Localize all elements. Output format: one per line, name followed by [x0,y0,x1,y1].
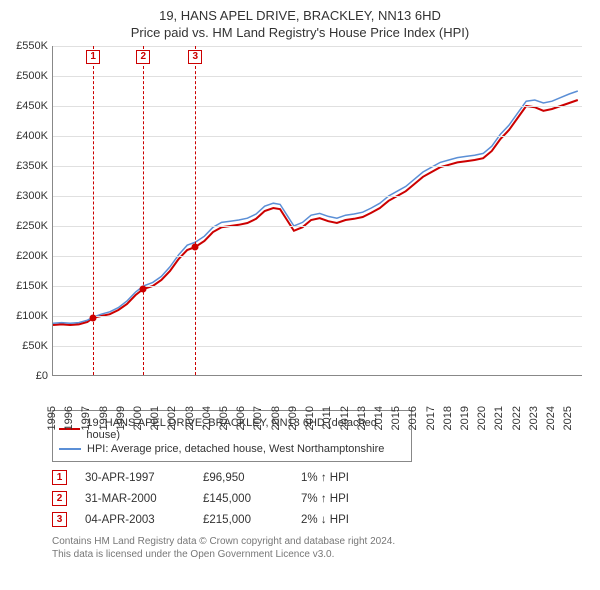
x-tick-label: 2025 [562,406,574,430]
gridline-h [53,106,582,107]
x-tick-label: 2017 [425,406,437,430]
chart: £0 £50K £100K £150K £200K £250K £300K £350K £400… [10,46,590,406]
x-tick-label: 1997 [80,406,92,430]
legend-row: HPI: Average price, detached house, West… [59,443,405,455]
sale-row: 3 04-APR-2003 £215,000 2% ↓ HPI [52,512,590,527]
series-price_paid [53,100,578,325]
x-tick-label: 2006 [235,406,247,430]
sale-price: £145,000 [203,493,283,505]
x-tick-label: 1999 [115,406,127,430]
sale-marker-dot [140,286,147,293]
gridline-h [53,76,582,77]
gridline-h [53,136,582,137]
x-tick-label: 2004 [201,406,213,430]
gridline-h [53,256,582,257]
x-tick-label: 2010 [304,406,316,430]
y-tick-label: £550K [16,40,48,52]
sale-date: 04-APR-2003 [85,514,185,526]
legend-label: HPI: Average price, detached house, West… [87,443,384,455]
x-tick-label: 2015 [390,406,402,430]
x-tick-label: 2013 [356,406,368,430]
gridline-h [53,46,582,47]
sale-date: 31-MAR-2000 [85,493,185,505]
y-tick-label: £400K [16,130,48,142]
legend-swatch [59,448,81,450]
x-tick-label: 2014 [373,406,385,430]
x-tick-label: 2018 [442,406,454,430]
series-hpi [53,91,578,323]
x-tick-label: 2008 [270,406,282,430]
x-tick-label: 2023 [528,406,540,430]
x-tick-label: 2024 [545,406,557,430]
sale-row: 1 30-APR-1997 £96,950 1% ↑ HPI [52,470,590,485]
gridline-h [53,196,582,197]
gridline-h [53,346,582,347]
sale-date: 30-APR-1997 [85,472,185,484]
chart-container: 19, HANS APEL DRIVE, BRACKLEY, NN13 6HD … [0,0,600,567]
sale-row-marker: 2 [52,491,67,506]
sale-hpi: 2% ↓ HPI [301,514,401,526]
y-tick-label: £100K [16,310,48,322]
x-tick-label: 2022 [511,406,523,430]
gridline-h [53,286,582,287]
sale-marker-dot [192,244,199,251]
x-tick-label: 2007 [252,406,264,430]
footer: Contains HM Land Registry data © Crown c… [52,535,590,561]
x-tick-label: 2019 [459,406,471,430]
sale-price: £215,000 [203,514,283,526]
x-tick-label: 2001 [149,406,161,430]
x-tick-label: 1998 [98,406,110,430]
x-tick-label: 2020 [476,406,488,430]
x-tick-label: 2003 [184,406,196,430]
sale-marker-dot [90,314,97,321]
sale-marker-box: 1 [86,50,100,64]
sale-row-marker: 3 [52,512,67,527]
x-tick-label: 1995 [46,406,58,430]
y-tick-label: £150K [16,280,48,292]
x-tick-label: 2016 [407,406,419,430]
plot-area: 1 2 3 [52,46,582,376]
plot-svg [53,46,583,376]
y-tick-label: £450K [16,100,48,112]
y-tick-label: £500K [16,70,48,82]
y-tick-label: £250K [16,220,48,232]
sale-marker-box: 3 [188,50,202,64]
gridline-h [53,166,582,167]
y-tick-label: £350K [16,160,48,172]
sale-marker-line [195,46,196,375]
gridline-h [53,316,582,317]
title-block: 19, HANS APEL DRIVE, BRACKLEY, NN13 6HD … [10,8,590,40]
legend-row: 19, HANS APEL DRIVE, BRACKLEY, NN13 6HD … [59,417,405,441]
x-tick-label: 2005 [218,406,230,430]
x-axis-labels: 1995199619971998199920002001200220032004… [52,378,582,406]
sale-hpi: 1% ↑ HPI [301,472,401,484]
sale-marker-line [143,46,144,375]
x-tick-label: 2021 [493,406,505,430]
footer-line1: Contains HM Land Registry data © Crown c… [52,535,590,548]
sale-marker-box: 2 [136,50,150,64]
x-tick-label: 1996 [63,406,75,430]
sale-row-marker: 1 [52,470,67,485]
y-tick-label: £300K [16,190,48,202]
sale-hpi: 7% ↑ HPI [301,493,401,505]
gridline-h [53,226,582,227]
title-subtitle: Price paid vs. HM Land Registry's House … [10,25,590,40]
y-tick-label: £50K [22,340,48,352]
y-axis-labels: £0£50K£100K£150K£200K£250K£300K£350K£400… [10,46,50,376]
x-tick-label: 2002 [166,406,178,430]
sale-row: 2 31-MAR-2000 £145,000 7% ↑ HPI [52,491,590,506]
title-address: 19, HANS APEL DRIVE, BRACKLEY, NN13 6HD [10,8,590,23]
x-tick-label: 2009 [287,406,299,430]
sales-list: 1 30-APR-1997 £96,950 1% ↑ HPI 2 31-MAR-2000 £… [52,470,590,527]
x-tick-label: 2011 [321,406,333,430]
y-tick-label: £0 [36,370,48,382]
sale-marker-line [93,46,94,375]
x-tick-label: 2012 [339,406,351,430]
x-tick-label: 2000 [132,406,144,430]
footer-line2: This data is licensed under the Open Gov… [52,548,590,561]
y-tick-label: £200K [16,250,48,262]
sale-price: £96,950 [203,472,283,484]
